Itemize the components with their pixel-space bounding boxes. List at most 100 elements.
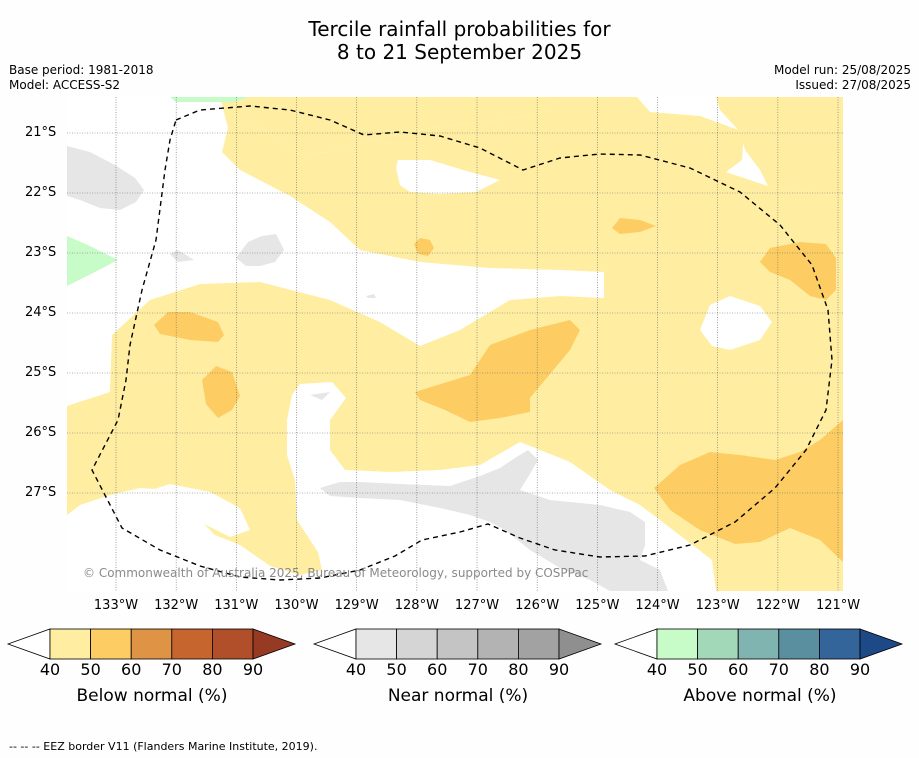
below-normal-50-north [220,97,560,155]
colorbar-near-swatches [312,628,603,660]
above-normal-50-patch-b [170,97,248,102]
near-normal-50-patch-b [236,234,284,266]
rainfall-map [67,97,843,591]
colorbar-tick-label: 50 [80,660,101,679]
longitude-tick-label: 123°W [695,598,740,613]
longitude-tick-label: 128°W [394,598,439,613]
neutral-hole-1 [396,160,500,194]
colorbar-swatch [436,628,479,660]
colorbar-swatch [517,628,560,660]
eez-border [91,105,833,581]
below-normal-60-patch-d [760,242,836,300]
meta-left: Base period: 1981-2018 Model: ACCESS-S2 [9,63,154,93]
colorbar-swatch [90,628,132,660]
latitude-tick-label: 22°S [25,185,57,200]
colorbar-tick-label: 50 [386,660,407,679]
colorbar-near [312,628,604,660]
colorbar-below-label: Below normal (%) [76,686,228,706]
eez-footnote: -- -- -- EEZ border V11 (Flanders Marine… [9,740,318,753]
colorbar-below [6,628,298,660]
below-normal-60-patch-a [415,320,580,422]
colorbar-swatch [355,628,397,660]
colorbar-above [613,628,905,660]
latitude-tick-label: 25°S [25,365,57,380]
longitude-tick-label: 125°W [575,598,620,613]
colorbar-swatch [737,628,780,660]
colorbar-swatch [171,628,213,660]
below-normal-60-patch-g [414,238,434,256]
colorbar-tick-label: 50 [687,660,708,679]
below-normal-60-patch-c [202,366,240,418]
below-normal-50-northeast [716,97,843,196]
colorbar-swatch [211,628,254,660]
model-name: Model: ACCESS-S2 [9,78,121,92]
colorbar-swatch [396,628,438,660]
title-line-2: 8 to 21 September 2025 [336,40,583,64]
colorbar-tick-label: 90 [242,660,264,679]
colorbar-swatch [656,628,698,660]
below-normal-60-patch-f [612,218,656,234]
longitude-tick-label: 129°W [334,598,379,613]
colorbar-swatch [49,628,91,660]
colorbar-tick-label: 60 [427,660,448,679]
colorbar-tick-label: 40 [345,660,367,679]
longitude-tick-label: 132°W [154,598,199,613]
colorbar-low-extend [6,628,51,660]
colorbar-tick-label: 80 [202,660,223,679]
title-line-1: Tercile rainfall probabilities for [308,17,611,41]
longitude-tick-label: 121°W [815,598,861,613]
below-normal-60-patch-b [154,312,224,342]
colorbar-swatch [130,628,173,660]
colorbar-tick-label: 80 [809,660,830,679]
colorbar-swatch [778,628,820,660]
colorbar-above-label: Above normal (%) [683,686,837,706]
above-normal-50-patch-a [67,236,118,286]
longitude-tick-label: 130°W [274,598,319,613]
colorbar-swatch [818,628,861,660]
colorbar-tick-label: 60 [728,660,749,679]
colorbar-tick-label: 70 [467,660,488,679]
colorbar-below-swatches [6,628,297,660]
near-normal-50-patch-d [320,450,668,591]
colorbar-low-extend [613,628,658,660]
below-normal-60-patch-e [654,420,843,562]
longitude-tick-label: 122°W [755,598,800,613]
near-normal-50-patch-e [310,392,330,400]
colorbar-tick-label: 70 [768,660,789,679]
model-run: Model run: 25/08/2025 [773,63,911,77]
colorbar-high-extend [558,628,603,660]
gridlines [67,97,843,591]
colorbar-tick-label: 90 [849,660,871,679]
longitude-tick-label: 126°W [515,598,560,613]
latitude-tick-label: 27°S [25,485,57,500]
map-contours [67,97,843,591]
below-normal-50-region [67,97,843,591]
longitude-tick-label: 127°W [454,598,500,613]
near-normal-50-patch-f [366,294,376,298]
colorbar-tick-label: 40 [39,660,61,679]
colorbar-swatch [697,628,739,660]
longitude-tick-label: 133°W [93,598,139,613]
meta-right: Model run: 25/08/2025 Issued: 27/08/2025 [774,63,911,93]
colorbar-low-extend [312,628,357,660]
longitude-tick-label: 124°W [635,598,680,613]
page-title: Tercile rainfall probabilities for 8 to … [0,18,919,64]
colorbar-tick-label: 60 [121,660,142,679]
latitude-tick-label: 21°S [25,125,57,140]
colorbar-tick-label: 90 [548,660,570,679]
colorbar-tick-label: 70 [161,660,182,679]
base-period: Base period: 1981-2018 [9,63,154,77]
neutral-hole-3 [145,484,250,537]
colorbar-tick-label: 80 [508,660,529,679]
colorbar-tick-label: 40 [646,660,668,679]
longitude-tick-label: 131°W [214,598,259,613]
colorbar-near-label: Near normal (%) [387,686,529,706]
latitude-tick-label: 26°S [25,425,57,440]
latitude-tick-label: 23°S [25,245,57,260]
issued-date: Issued: 27/08/2025 [795,78,911,92]
near-normal-50-patch-a [67,146,144,210]
copyright-notice: © Commonwealth of Australia 2025, Bureau… [83,566,589,580]
colorbar-swatch [477,628,519,660]
latitude-tick-label: 24°S [25,305,57,320]
colorbar-high-extend [859,628,904,660]
